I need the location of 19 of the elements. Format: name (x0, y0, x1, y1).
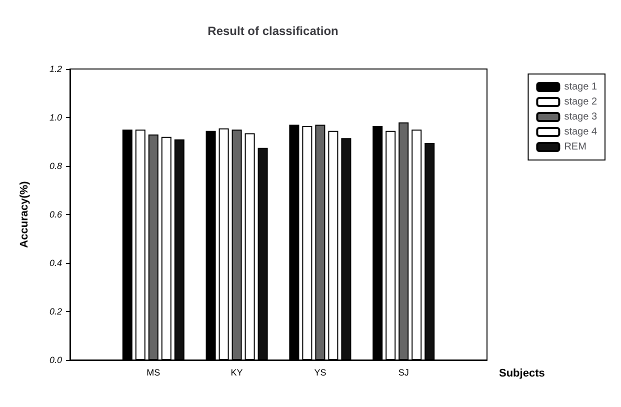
y-tick-label: 1.0 (49, 112, 62, 122)
x-tick-label: YS (314, 368, 326, 378)
legend-label: REM (564, 142, 586, 152)
y-tick-label: 0.6 (49, 210, 62, 220)
legend-label: stage 1 (564, 82, 598, 92)
y-axis-title: Accuracy(%) (18, 180, 30, 248)
y-tick-label: 1.2 (49, 64, 62, 74)
x-tick-label: SJ (398, 368, 409, 378)
y-tick-label: 0.8 (49, 161, 62, 171)
y-tick-label: 0.4 (49, 258, 62, 268)
x-tick-label: MS (146, 368, 160, 378)
y-tick-label: 0.0 (49, 355, 62, 365)
legend-label: stage 4 (564, 126, 598, 138)
x-axis-title: Subjects (499, 368, 545, 380)
chart-title: Result of classification (208, 24, 338, 38)
legend-label: stage 3 (564, 112, 598, 122)
y-tick-label: 0.2 (49, 306, 62, 316)
x-tick-label: KY (230, 368, 243, 378)
legend-label: stage 2 (564, 96, 598, 108)
